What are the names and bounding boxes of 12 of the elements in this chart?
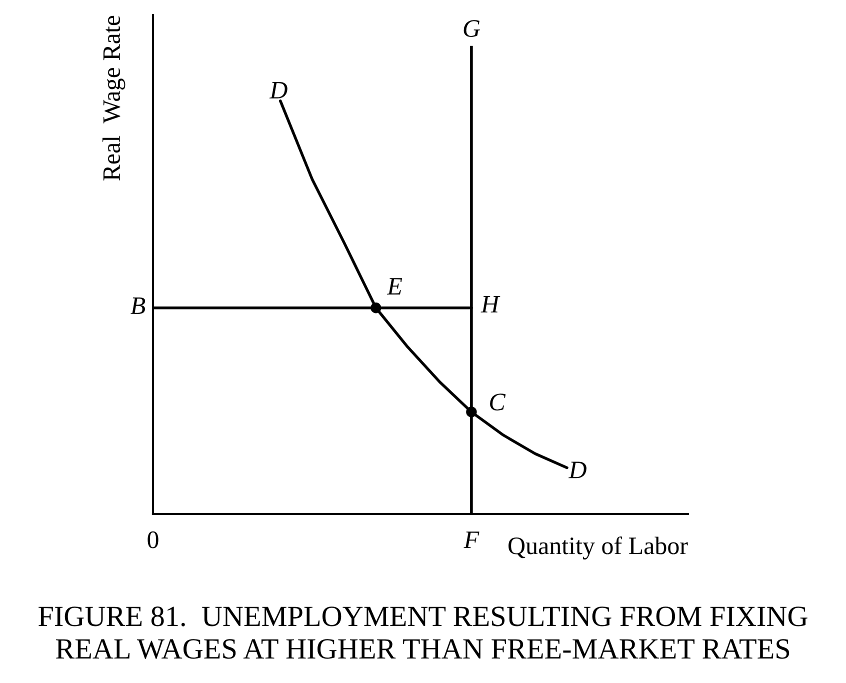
y-axis-title: Real Wage Rate (102, 16, 126, 181)
x-tick-label: F (464, 532, 480, 548)
x-axis-title: Quantity of Labor (508, 536, 688, 560)
annotation: H (480, 296, 500, 312)
text: D (269, 82, 288, 98)
annotation: C (490, 394, 506, 410)
text: B (130, 298, 146, 314)
x-tick-label: 0 (148, 531, 158, 548)
annotation: D (568, 462, 586, 478)
ref-line-label: G (464, 20, 480, 37)
text: FIGURE 81. UNEMPLOYMENT RESULTING FROM FIXING REAL WAGES AT HIGHER THAN FREE-MARKET RATES (38, 606, 808, 659)
annotation: E (386, 278, 402, 294)
